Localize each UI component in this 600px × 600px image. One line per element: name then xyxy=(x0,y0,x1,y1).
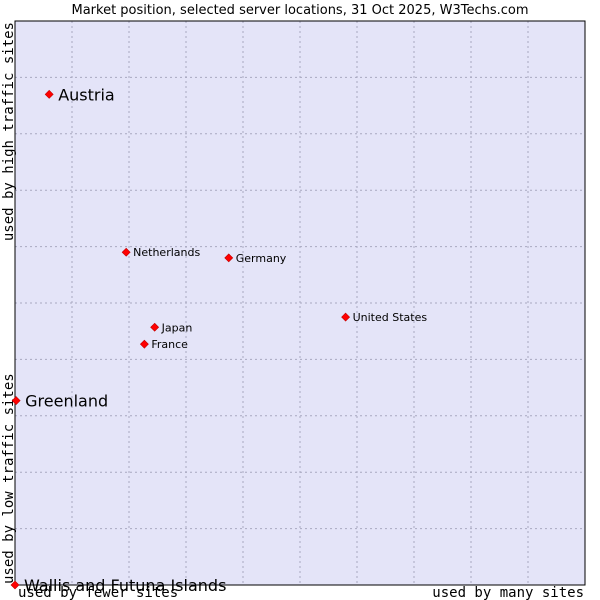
plot-frame xyxy=(14,20,586,586)
y-axis-label-bottom: used by low traffic sites xyxy=(1,373,17,584)
data-point-marker xyxy=(150,322,160,332)
data-point-label: Netherlands xyxy=(133,246,200,259)
data-point-label: Greenland xyxy=(25,392,108,411)
data-point-marker xyxy=(224,253,234,263)
x-axis-label-left: used by fewer sites xyxy=(18,585,178,600)
data-point-marker xyxy=(121,247,131,257)
chart-title: Market position, selected server locatio… xyxy=(71,3,528,18)
data-point-label: France xyxy=(151,338,188,351)
data-point-marker xyxy=(139,339,149,349)
data-point-label: Wallis and Futuna Islands xyxy=(24,576,226,595)
data-point-marker xyxy=(44,89,54,99)
y-axis-label-top: used by high traffic sites xyxy=(1,22,17,241)
data-point-label: Austria xyxy=(58,85,115,104)
data-point-label: Germany xyxy=(236,252,287,265)
data-points: Austria Netherlands Germany United States Ja… xyxy=(10,85,428,595)
data-point-marker xyxy=(11,396,21,405)
grid xyxy=(15,21,585,585)
data-point-label: United States xyxy=(353,311,428,324)
data-point-label: Japan xyxy=(161,321,193,334)
x-axis-label-right: used by many sites xyxy=(432,585,584,600)
data-point-marker xyxy=(10,580,20,590)
data-point-marker xyxy=(341,312,351,322)
